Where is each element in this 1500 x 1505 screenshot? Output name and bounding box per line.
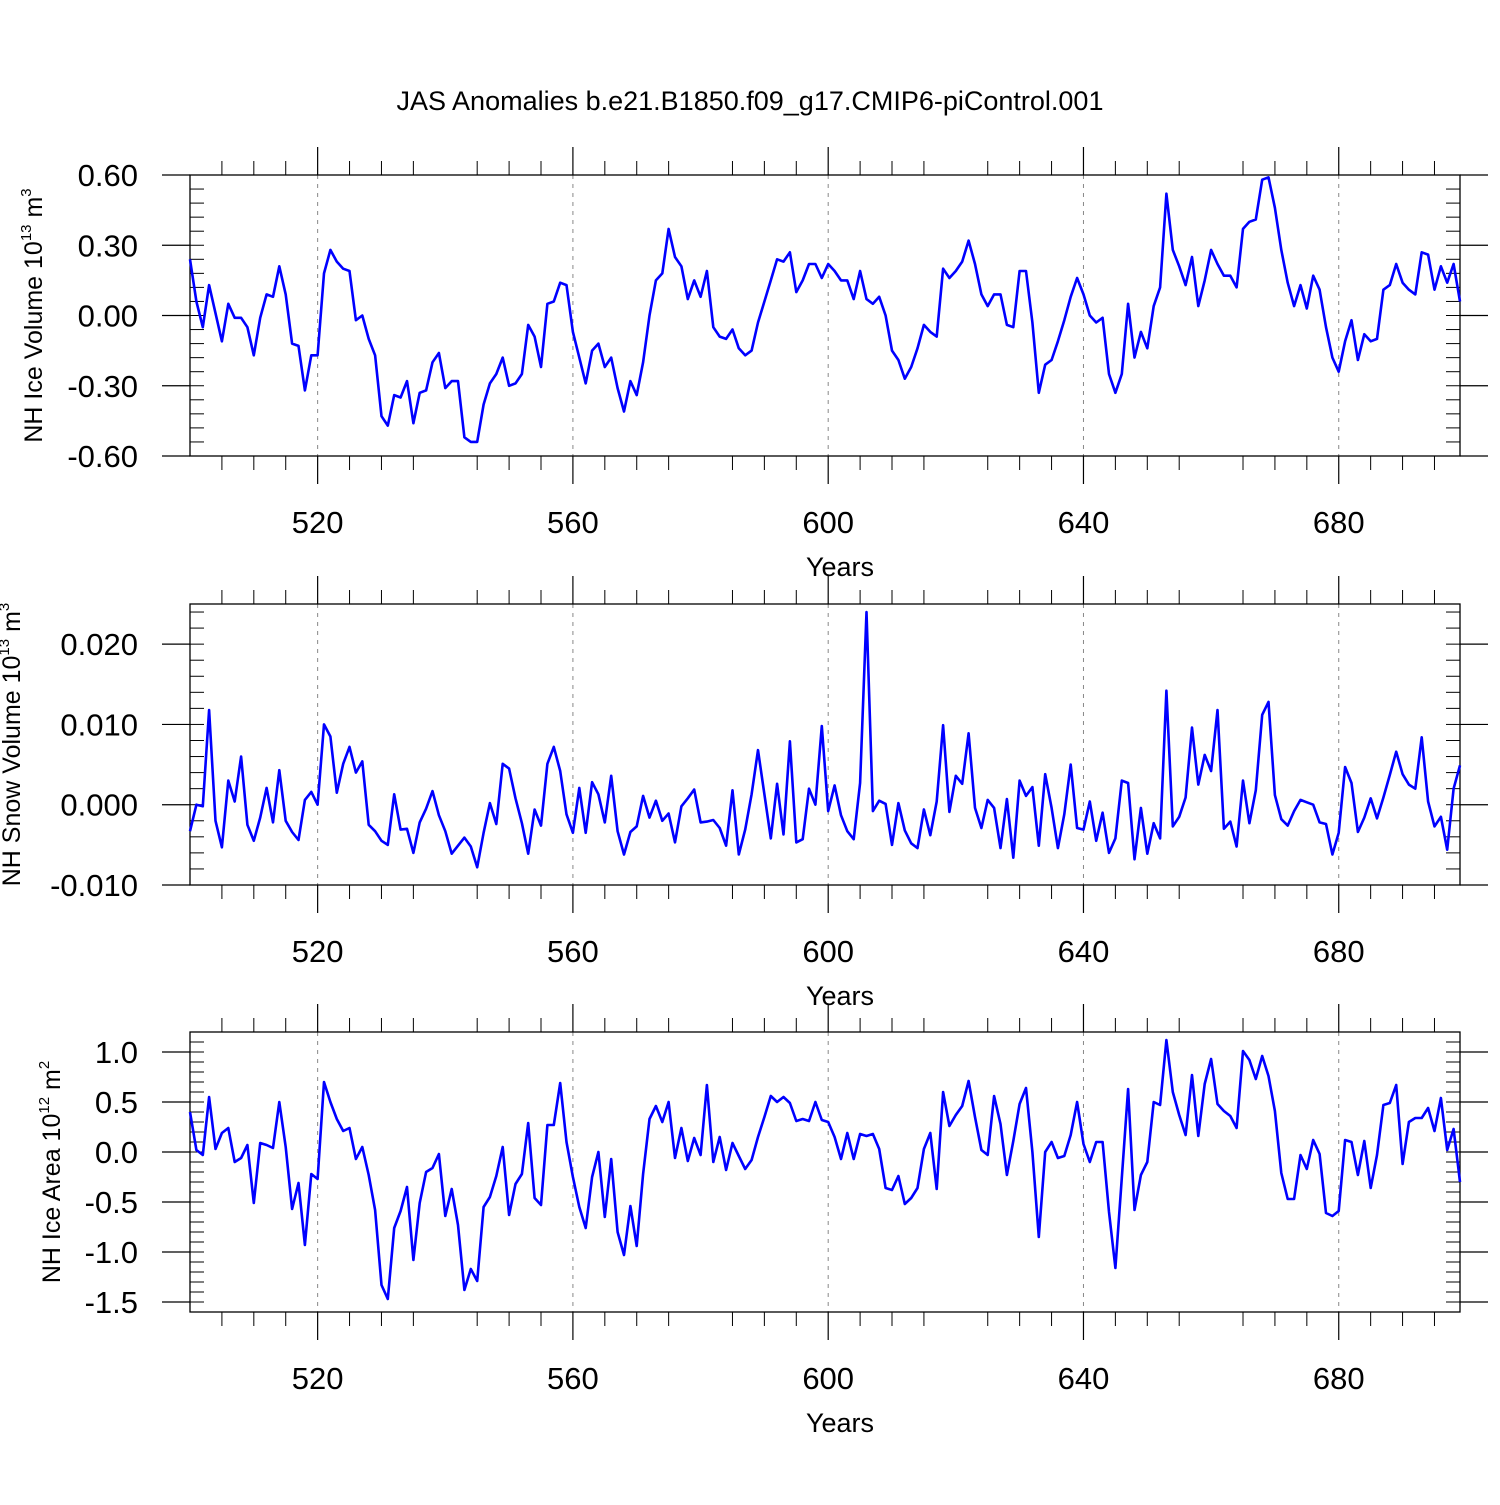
ice-volume-series-line xyxy=(188,176,1462,444)
ice-area-x-tick-label: 600 xyxy=(802,1361,854,1396)
ice-volume-x-tick-label: 640 xyxy=(1058,505,1110,540)
snow-volume-y-label-unit: m xyxy=(0,611,26,639)
ice-area-y-label-unit-exponent: 2 xyxy=(36,1061,53,1069)
ice-area-y-axis-label: NH Ice Area 1012 m2 xyxy=(36,1061,66,1283)
snow-volume-x-tick-label: 600 xyxy=(802,934,854,969)
ice-volume-y-label-exponent: 13 xyxy=(18,224,35,241)
snow-volume-x-tick-label: 680 xyxy=(1313,934,1365,969)
ice-volume-y-tick-label: -0.30 xyxy=(67,369,138,404)
ice-area-y-tick-label: 0.5 xyxy=(95,1085,138,1120)
ice-volume-x-axis-label: Years xyxy=(806,552,874,582)
ice-area-y-tick-label: 1.0 xyxy=(95,1035,138,1070)
ice-volume-y-label-unit: m xyxy=(20,197,48,225)
ice-area-series-line xyxy=(188,1038,1462,1301)
ice-area-y-tick-label: -0.5 xyxy=(85,1185,138,1220)
ice-area-y-label-exponent: 12 xyxy=(36,1097,53,1114)
ice-volume-y-label-base: NH Ice Volume 10 xyxy=(20,241,48,443)
ice-area-y-tick-label: -1.5 xyxy=(85,1285,138,1320)
ice-area-x-tick-label: 640 xyxy=(1058,1361,1110,1396)
ice-volume-x-tick-label: 520 xyxy=(292,505,344,540)
snow-volume-y-label-base: NH Snow Volume 10 xyxy=(0,656,26,887)
ice-area-x-tick-label: 520 xyxy=(292,1361,344,1396)
ice-volume-y-tick-label: 0.00 xyxy=(78,299,138,334)
ice-volume-y-tick-label: -0.60 xyxy=(67,439,138,474)
ice-area-x-tick-label: 560 xyxy=(547,1361,599,1396)
ice-volume-y-axis-label: NH Ice Volume 1013 m3 xyxy=(18,188,48,442)
snow-volume-x-tick-label: 560 xyxy=(547,934,599,969)
panel-ice-area: 520 560 600 640 680 -1.5 -1.0 -0.5 0.0 0.5 1.0 Year… xyxy=(36,1004,1488,1438)
ice-volume-y-tick-label: 0.60 xyxy=(78,158,138,193)
snow-volume-y-label-unit-exponent: 3 xyxy=(0,603,13,611)
snow-volume-y-axis-label: NH Snow Volume 1013 m3 xyxy=(0,603,26,887)
ice-area-x-axis-label: Years xyxy=(806,1408,874,1438)
snow-volume-y-tick-label: 0.020 xyxy=(60,627,138,662)
panel-snow-volume: 520 560 600 640 680 -0.010 0.000 0.010 0.020 Year… xyxy=(0,576,1488,1011)
snow-volume-y-tick-label: 0.010 xyxy=(60,707,138,742)
snow-volume-y-label-exponent: 13 xyxy=(0,639,13,656)
ice-volume-y-label-unit-exponent: 3 xyxy=(18,188,35,196)
ice-volume-y-tick-label: 0.30 xyxy=(78,228,138,263)
ice-area-y-tick-label: -1.0 xyxy=(85,1235,138,1270)
snow-volume-x-tick-label: 520 xyxy=(292,934,344,969)
snow-volume-y-tick-label: -0.010 xyxy=(50,868,138,903)
snow-volume-x-tick-label: 640 xyxy=(1058,934,1110,969)
ice-volume-x-tick-label: 680 xyxy=(1313,505,1365,540)
ice-area-y-label-unit: m xyxy=(38,1069,66,1097)
ice-volume-x-tick-label: 600 xyxy=(802,505,854,540)
snow-volume-x-axis-label: Years xyxy=(806,981,874,1011)
snow-volume-series-line xyxy=(188,610,1462,869)
snow-volume-y-tick-label: 0.000 xyxy=(60,788,138,823)
figure-title: JAS Anomalies b.e21.B1850.f09_g17.CMIP6-… xyxy=(397,86,1104,116)
ice-volume-x-tick-label: 560 xyxy=(547,505,599,540)
ice-area-x-tick-label: 680 xyxy=(1313,1361,1365,1396)
panel-ice-volume: 520 560 600 640 680 -0.60 -0.30 0.00 0.30 0.60 Yea… xyxy=(18,147,1488,582)
snow-volume-plot-frame xyxy=(189,603,1461,886)
ice-area-y-label-base: NH Ice Area 10 xyxy=(38,1114,66,1284)
ice-area-y-tick-label: 0.0 xyxy=(95,1135,138,1170)
